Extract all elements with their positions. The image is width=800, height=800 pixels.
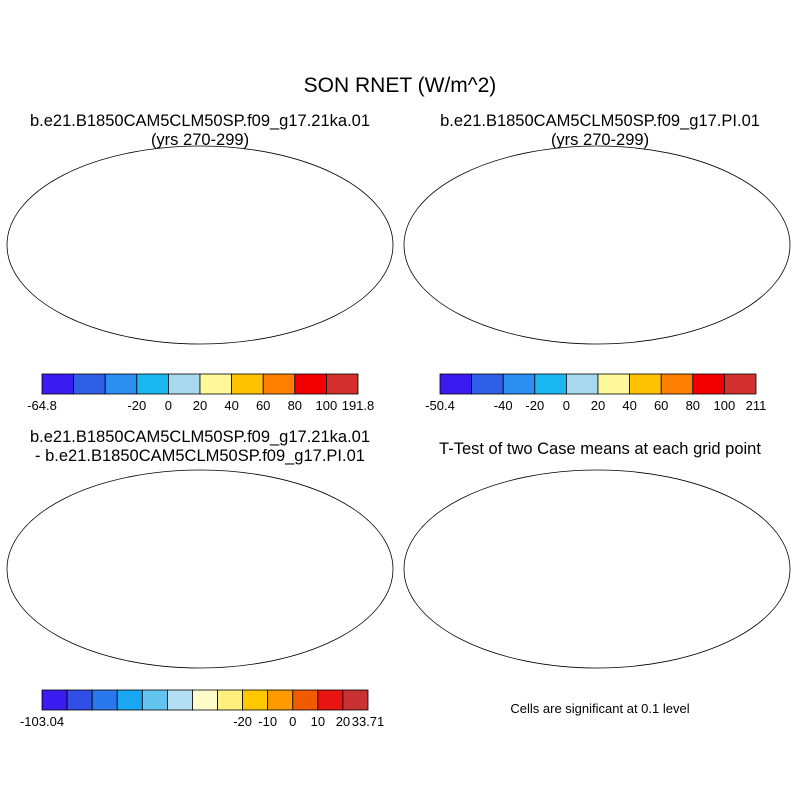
colorbar-swatch	[317, 689, 344, 711]
panel-title-case2-line2: (yrs 270-299)	[550, 131, 650, 149]
colorbar-tick-label: -20	[127, 398, 147, 413]
colorbar-tick-label: 20	[335, 714, 351, 729]
colorbar-tick-label: 211	[745, 398, 767, 413]
colorbar-tick-label: 0	[289, 714, 297, 729]
colorbar-swatch	[267, 689, 294, 711]
colorbar-tick-label: 40	[224, 398, 239, 413]
panel-title-case2: b.e21.B1850CAM5CLM50SP.f09_g17.PI.01 (yr…	[400, 112, 800, 150]
colorbar-diff	[41, 689, 369, 711]
colorbar-swatch	[724, 373, 757, 395]
significance-note: Cells are significant at 0.1 level	[510, 701, 690, 716]
colorbar-swatch	[73, 373, 106, 395]
colorbar-swatch	[471, 373, 504, 395]
colorbar-tick-label: -20	[525, 398, 545, 413]
colorbar-swatch	[166, 689, 193, 711]
colorbar-swatch	[325, 373, 359, 395]
colorbar-swatch	[660, 373, 694, 395]
colorbar-swatch	[294, 373, 327, 395]
colorbar-swatch	[439, 373, 473, 395]
colorbar-tick-label: -64.8	[27, 398, 57, 413]
colorbar-swatch	[534, 373, 567, 395]
colorbar-tick-label: 100	[315, 398, 338, 413]
panel-title-case1-line1: b.e21.B1850CAM5CLM50SP.f09_g17.21ka.01	[29, 112, 371, 130]
colorbar-tick-label: -40	[493, 398, 513, 413]
panel-title-diff: b.e21.B1850CAM5CLM50SP.f09_g17.21ka.01 -…	[0, 428, 400, 466]
panel-title-case1: b.e21.B1850CAM5CLM50SP.f09_g17.21ka.01 (…	[0, 112, 400, 150]
map-border-case1	[6, 145, 394, 345]
colorbar-tick-label: 0	[164, 398, 173, 413]
map-panel-ttest	[407, 469, 787, 674]
panel-title-ttest-line1: T-Test of two Case means at each grid po…	[439, 440, 761, 458]
colorbar-swatch	[116, 689, 143, 711]
colorbar-swatch	[217, 689, 244, 711]
colorbar-case1	[41, 373, 359, 395]
colorbar-tick-label: -50.4	[425, 398, 455, 413]
colorbar-swatch	[242, 689, 269, 711]
colorbar-swatch	[91, 689, 118, 711]
colorbar-swatch	[199, 373, 233, 395]
colorbar-swatch	[141, 689, 168, 711]
main-title: SON RNET (W/m^2)	[303, 74, 497, 97]
map-panel-case1	[10, 145, 390, 350]
colorbar-tick-label: 191.8	[341, 398, 375, 413]
colorbar-swatch	[231, 373, 264, 395]
colorbar-tick-label: -20	[233, 714, 253, 729]
colorbar-swatch	[262, 373, 296, 395]
colorbar-tick-label: 33.71	[351, 714, 385, 729]
colorbar-swatch	[566, 373, 599, 395]
panel-title-diff-line2: - b.e21.B1850CAM5CLM50SP.f09_g17.PI.01	[35, 447, 365, 465]
colorbar-swatch	[104, 373, 138, 395]
colorbar-swatch	[66, 689, 93, 711]
colorbar-swatch	[192, 689, 218, 711]
colorbar-tick-label: 60	[653, 398, 669, 413]
colorbar-swatch	[41, 689, 68, 711]
colorbar-swatch	[502, 373, 536, 395]
colorbar-tick-label: 60	[255, 398, 271, 413]
map-border-case2	[403, 145, 791, 345]
panel-title-case1-line2: (yrs 270-299)	[150, 131, 250, 149]
colorbar-swatch	[629, 373, 662, 395]
map-border-ttest	[403, 469, 791, 669]
map-panel-diff	[10, 469, 390, 674]
map-panel-case2	[407, 145, 787, 350]
map-border-diff	[6, 469, 394, 669]
colorbar-swatch	[342, 689, 369, 711]
colorbar-swatch	[692, 373, 725, 395]
colorbar-swatch	[292, 689, 319, 711]
colorbar-tick-label: -10	[258, 714, 278, 729]
colorbar-tick-label: 10	[310, 714, 326, 729]
colorbar-tick-label: 0	[562, 398, 571, 413]
colorbar-tick-label: 20	[192, 398, 208, 413]
colorbar-swatch	[41, 373, 75, 395]
colorbar-case2	[439, 373, 757, 395]
colorbar-tick-label: 100	[713, 398, 736, 413]
colorbar-swatch	[136, 373, 169, 395]
panel-title-diff-line1: b.e21.B1850CAM5CLM50SP.f09_g17.21ka.01	[29, 428, 371, 446]
colorbar-tick-label: 80	[287, 398, 303, 413]
panel-title-ttest: T-Test of two Case means at each grid po…	[400, 440, 800, 459]
colorbar-tick-label: 80	[685, 398, 701, 413]
colorbar-tick-label: 20	[590, 398, 606, 413]
colorbar-swatch	[167, 373, 201, 395]
colorbar-tick-label: 40	[622, 398, 637, 413]
colorbar-tick-label: -103.04	[19, 714, 65, 729]
colorbar-swatch	[597, 373, 631, 395]
panel-title-case2-line1: b.e21.B1850CAM5CLM50SP.f09_g17.PI.01	[440, 112, 760, 130]
